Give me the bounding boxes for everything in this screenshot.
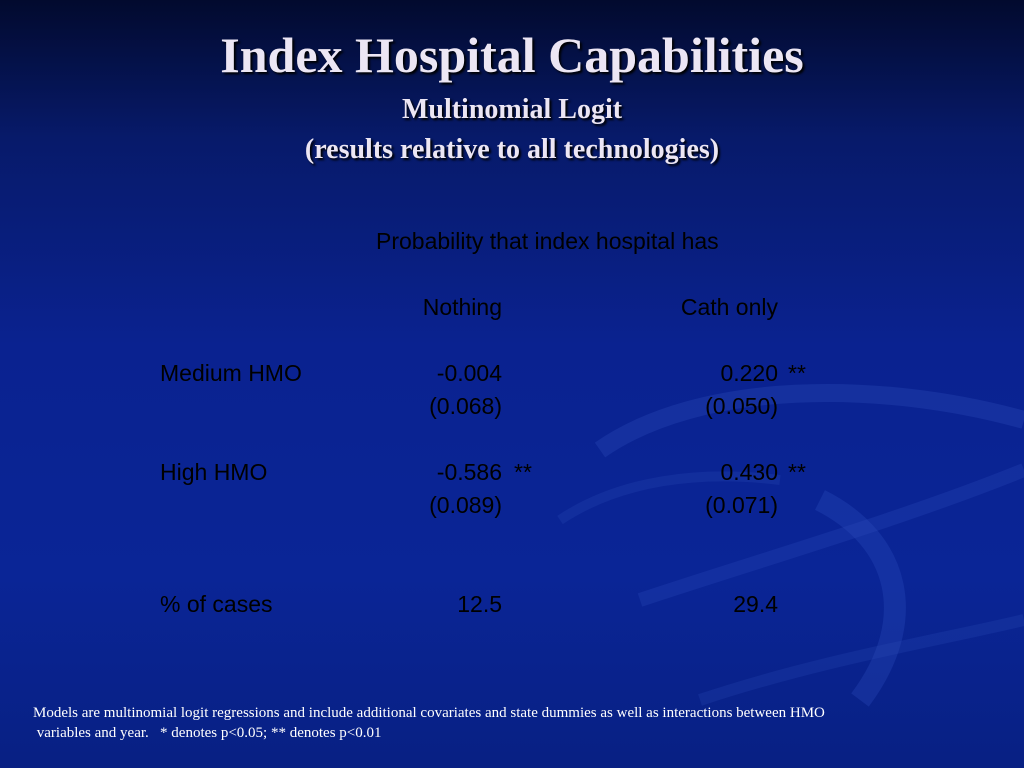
slide-subtitle-model: Multinomial Logit bbox=[401, 94, 623, 125]
row-label-medium-hmo: Medium HMO bbox=[160, 360, 302, 386]
footnote-line-1: Models are multinomial logit regressions… bbox=[33, 705, 825, 721]
row-label-high-hmo: High HMO bbox=[160, 459, 268, 485]
footnote: Models are multinomial logit regressions… bbox=[33, 703, 933, 743]
high-hmo-nothing-se: (0.089) bbox=[429, 492, 502, 518]
column-header-nothing: Nothing bbox=[422, 294, 502, 320]
slide-title: Index Hospital Capabilities bbox=[220, 27, 804, 83]
percent-cases-cath: 29.4 bbox=[733, 591, 778, 617]
table-header: Probability that index hospital has bbox=[376, 228, 719, 254]
column-header-cath-only: Cath only bbox=[680, 294, 778, 320]
percent-cases-nothing: 12.5 bbox=[457, 591, 502, 617]
medium-hmo-cath-sig: ** bbox=[788, 360, 806, 386]
slide-subtitle-note: (results relative to all technologies) bbox=[304, 134, 720, 165]
medium-hmo-nothing-coef: -0.004 bbox=[436, 360, 502, 386]
medium-hmo-cath-coef: 0.220 bbox=[720, 360, 778, 386]
high-hmo-nothing-coef: -0.586 bbox=[436, 459, 502, 485]
high-hmo-cath-sig: ** bbox=[788, 459, 806, 485]
high-hmo-cath-coef: 0.430 bbox=[720, 459, 778, 485]
medium-hmo-cath-se: (0.050) bbox=[705, 393, 778, 419]
footnote-line-2: variables and year. * denotes p<0.05; **… bbox=[33, 725, 382, 741]
high-hmo-cath-se: (0.071) bbox=[705, 492, 778, 518]
high-hmo-nothing-sig: ** bbox=[514, 459, 532, 485]
row-label-percent-cases: % of cases bbox=[160, 591, 273, 617]
medium-hmo-nothing-se: (0.068) bbox=[429, 393, 502, 419]
